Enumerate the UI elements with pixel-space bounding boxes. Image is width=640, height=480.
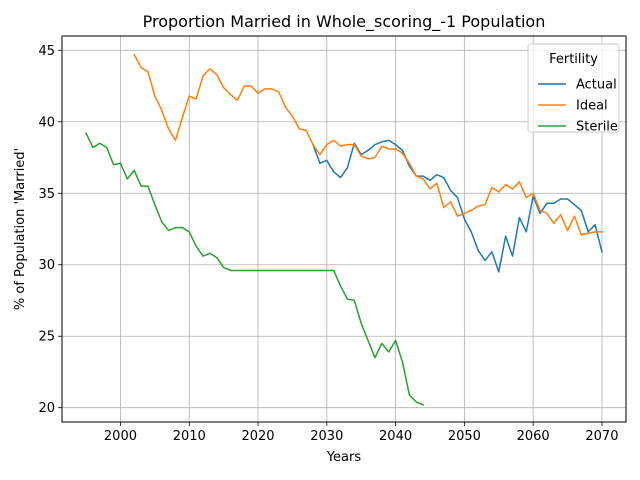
legend-label-ideal: Ideal bbox=[576, 99, 608, 114]
x-tick-label: 2010 bbox=[173, 429, 206, 444]
y-tick-label: 45 bbox=[38, 44, 55, 59]
y-tick-label: 25 bbox=[38, 330, 55, 345]
legend-label-actual: Actual bbox=[576, 78, 617, 93]
y-tick-label: 20 bbox=[38, 401, 55, 416]
series-line-ideal bbox=[133, 53, 603, 236]
x-tick-label: 2030 bbox=[310, 429, 343, 444]
x-tick-label: 2070 bbox=[585, 429, 618, 444]
y-tick-label: 35 bbox=[38, 187, 55, 202]
y-tick-label: 30 bbox=[38, 258, 55, 273]
legend-label-sterile: Sterile bbox=[576, 120, 618, 135]
x-axis-title: Years bbox=[326, 450, 362, 465]
axis-ticks: 2000 2010 2020 2030 2040 2050 2060 2070 20 25 30 35… bbox=[38, 44, 618, 444]
legend-title: Fertility bbox=[549, 52, 598, 67]
chart-title: Proportion Married in Whole_scoring_-1 P… bbox=[143, 12, 546, 32]
x-tick-label: 2020 bbox=[241, 429, 274, 444]
series-line-sterile bbox=[85, 132, 425, 406]
x-tick-label: 2000 bbox=[104, 429, 137, 444]
x-tick-label: 2040 bbox=[379, 429, 412, 444]
x-tick-label: 2050 bbox=[448, 429, 481, 444]
legend-box bbox=[527, 43, 620, 133]
y-axis-title: % of Population 'Married' bbox=[13, 148, 28, 310]
series-layer bbox=[85, 53, 603, 406]
y-tick-label: 40 bbox=[38, 115, 55, 130]
plot-frame bbox=[61, 35, 627, 423]
x-tick-label: 2060 bbox=[517, 429, 550, 444]
legend: Fertility Actual Ideal Sterile bbox=[527, 43, 620, 135]
